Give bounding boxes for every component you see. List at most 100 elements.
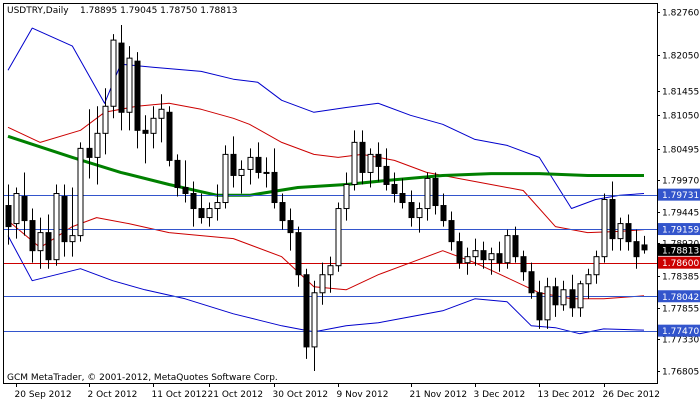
- x-tick-label: 9 Nov 2012: [337, 390, 389, 400]
- level-label: 1.79159: [662, 226, 699, 236]
- bear-candle: [21, 196, 28, 222]
- bull-candle: [464, 256, 471, 264]
- bear-candle: [86, 147, 93, 158]
- x-tick-label: 13 Dec 2012: [538, 390, 596, 400]
- candles: [5, 25, 648, 371]
- bull-candle: [593, 256, 600, 276]
- bull-candle: [238, 168, 245, 176]
- bear-candle: [456, 241, 463, 264]
- current-price-label: 1.78813: [662, 246, 699, 256]
- bear-candle: [142, 129, 149, 134]
- moving-average-line: [7, 134, 644, 197]
- bear-candle: [61, 196, 68, 243]
- bear-candle: [134, 60, 141, 131]
- level-label: 1.77470: [662, 327, 699, 337]
- x-tick-label: 11 Oct 2012: [152, 390, 208, 400]
- bear-candle: [569, 289, 576, 309]
- y-tick-label: 1.80495: [662, 146, 699, 156]
- bear-candle: [440, 205, 447, 222]
- y-tick-label: 1.79445: [662, 209, 699, 219]
- bear-candle: [520, 256, 527, 273]
- bear-candle: [609, 199, 616, 240]
- bull-candle: [102, 105, 109, 134]
- x-tick-label: 26 Dec 2012: [603, 390, 661, 400]
- bear-candle: [303, 274, 310, 348]
- bear-candle: [399, 193, 406, 204]
- y-tick-label: 1.79970: [662, 177, 699, 187]
- bull-candle: [351, 141, 358, 185]
- level-label-bg: [658, 256, 700, 269]
- bull-candle: [577, 283, 584, 309]
- bear-candle: [287, 220, 294, 234]
- bull-candle: [488, 253, 495, 261]
- bear-candle: [190, 193, 197, 210]
- bull-candle: [504, 235, 511, 264]
- level-label-bg: [658, 223, 700, 236]
- bull-candle: [585, 274, 592, 285]
- level-label-bg: [658, 188, 700, 201]
- bear-candle: [255, 156, 262, 173]
- price-level-labels: 1.79731 1.79159 1.78600 1.78042 1.77470 1.788…: [658, 188, 700, 337]
- bull-candle: [214, 202, 221, 210]
- bear-candle: [375, 153, 382, 167]
- bear-candle: [496, 253, 503, 264]
- bear-candle: [118, 42, 125, 113]
- bear-candle: [480, 250, 487, 261]
- bull-candle: [311, 292, 318, 348]
- bull-candle: [110, 39, 117, 107]
- y-tick-label: 1.81455: [662, 88, 699, 98]
- bull-candle: [335, 208, 342, 267]
- bull-candle: [247, 156, 254, 170]
- bear-candle: [528, 271, 535, 294]
- time-axis: 20 Sep 2012 2 Oct 2012 11 Oct 2012 21 Oct 2…: [15, 383, 661, 400]
- y-tick-label: 1.76805: [662, 368, 699, 378]
- bull-candle: [53, 193, 60, 261]
- bear-candle: [279, 202, 286, 222]
- y-tick-label: 1.82760: [662, 9, 699, 19]
- bull-candle: [544, 286, 551, 321]
- bear-candle: [625, 223, 632, 243]
- bear-candle: [182, 186, 189, 195]
- current-price-label-bg: [658, 243, 700, 256]
- bear-candle: [174, 159, 181, 188]
- plot-frame: [3, 3, 658, 384]
- bear-candle: [641, 244, 648, 251]
- copyright-text: GCM MetaTrader, © 2001-2012, MetaQuotes …: [7, 373, 278, 383]
- level-label: 1.78042: [662, 293, 699, 303]
- bear-candle: [166, 111, 173, 161]
- bear-candle: [448, 220, 455, 243]
- bull-candle: [158, 108, 165, 119]
- x-tick-label: 2 Oct 2012: [88, 390, 138, 400]
- bear-candle: [633, 241, 640, 258]
- x-tick-label: 20 Sep 2012: [15, 390, 72, 400]
- bear-candle: [391, 183, 398, 195]
- bear-candle: [29, 220, 36, 252]
- bear-candle: [45, 232, 52, 261]
- bear-candle: [295, 232, 302, 276]
- level-label: 1.79731: [662, 191, 699, 201]
- bear-candle: [198, 208, 205, 219]
- bull-candle: [150, 117, 157, 134]
- bear-candle: [5, 205, 12, 228]
- y-tick-label: 1.78385: [662, 273, 699, 283]
- bollinger-lower-outer-line: [7, 235, 645, 335]
- bear-candle: [383, 165, 390, 185]
- bear-candle: [536, 292, 543, 321]
- x-tick-label: 30 Oct 2012: [273, 390, 329, 400]
- level-label-bg: [658, 290, 700, 303]
- bull-candle: [37, 232, 44, 252]
- x-tick-label: 3 Dec 2012: [474, 390, 526, 400]
- bear-candle: [408, 202, 415, 219]
- bull-candle: [617, 223, 624, 240]
- bear-candle: [432, 177, 439, 207]
- y-tick-label: 1.77330: [662, 336, 699, 346]
- bull-candle: [601, 199, 608, 258]
- bear-candle: [552, 286, 559, 306]
- bear-candle: [230, 153, 237, 176]
- bull-candle: [560, 289, 567, 306]
- bull-candle: [472, 250, 479, 258]
- bull-candle: [367, 153, 374, 173]
- bear-candle: [512, 235, 519, 258]
